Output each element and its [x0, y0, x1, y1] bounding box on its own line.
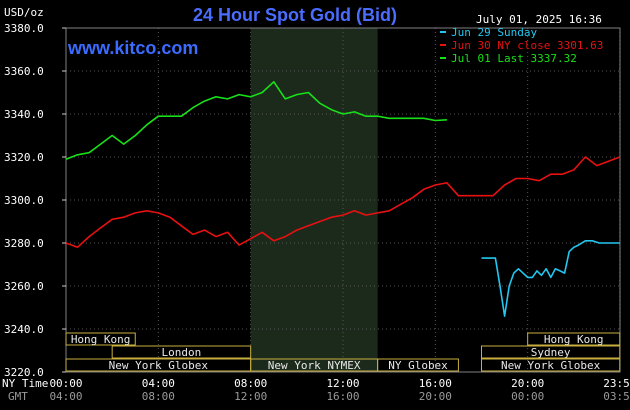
y-tick-label: 3320.0 [4, 151, 44, 164]
y-tick-label: 3220.0 [4, 366, 44, 379]
y-tick-label: 3280.0 [4, 237, 44, 250]
x-tick-label-ny: 00:00 [49, 377, 82, 390]
session-label: New York Globex [109, 359, 209, 372]
session-bar [65, 332, 136, 346]
session-bar [377, 358, 459, 372]
session-label: London [162, 346, 202, 359]
session-label: New York Globex [501, 359, 601, 372]
session-label: Sydney [531, 346, 571, 359]
legend-entry: Jun 29 Sunday [451, 26, 537, 39]
x-tick-label-gmt: 12:00 [234, 390, 267, 403]
legend-swatch [440, 57, 446, 59]
session-bar [481, 345, 621, 359]
x-tick-label-gmt: 16:00 [326, 390, 359, 403]
y-unit-label: USD/oz [4, 6, 44, 19]
x-tick-label-ny: 16:00 [419, 377, 452, 390]
x-tick-label-gmt: 20:00 [419, 390, 452, 403]
legend-swatch [440, 31, 446, 33]
legend-entry: Jun 30 NY close 3301.63 [451, 39, 603, 52]
y-tick-label: 3260.0 [4, 280, 44, 293]
session-bar [111, 345, 252, 359]
x-tick-label-gmt: 08:00 [142, 390, 175, 403]
brand-label: www.kitco.com [67, 38, 198, 58]
x-tick-label-ny: 12:00 [326, 377, 359, 390]
x-label-ny: NY Time [2, 377, 48, 390]
legend-swatch [440, 44, 446, 46]
series-line-3 [65, 81, 447, 160]
y-tick-label: 3360.0 [4, 65, 44, 78]
session-bar [527, 332, 621, 346]
session-bar [481, 358, 621, 372]
x-tick-label-ny: 08:00 [234, 377, 267, 390]
series-lines [65, 81, 621, 317]
session-label: New York NYMEX [268, 359, 361, 372]
x-tick-label-gmt: 03:59 [603, 390, 630, 403]
y-tick-label: 3340.0 [4, 108, 44, 121]
y-axis: 3380.0 3360.0 3340.0 3320.0 3300.0 3280.0 3260… [4, 22, 66, 379]
series-line-1 [481, 240, 620, 317]
chart-title: 24 Hour Spot Gold (Bid) [193, 5, 397, 25]
x-tick-label-ny: 23:59 [603, 377, 630, 390]
y-tick-label: 3380.0 [4, 22, 44, 35]
grid-lines [65, 27, 621, 373]
series-line-2 [65, 156, 621, 249]
x-tick-label-ny: 20:00 [511, 377, 544, 390]
x-tick-label-ny: 04:00 [142, 377, 175, 390]
x-axis: 00:0004:0004:0008:0008:0012:0012:0016:00… [49, 377, 630, 403]
session-label: Hong Kong [544, 333, 604, 346]
legend-entry: Jul 01 Last 3337.32 [451, 52, 577, 65]
chart-timestamp: July 01, 2025 16:36 [476, 13, 602, 26]
x-tick-label-gmt: 04:00 [49, 390, 82, 403]
y-tick-label: 3240.0 [4, 323, 44, 336]
session-label: NY Globex [388, 359, 448, 372]
x-label-gmt: GMT [8, 390, 28, 403]
session-label: Hong Kong [71, 333, 131, 346]
x-tick-label-gmt: 00:00 [511, 390, 544, 403]
y-tick-label: 3300.0 [4, 194, 44, 207]
